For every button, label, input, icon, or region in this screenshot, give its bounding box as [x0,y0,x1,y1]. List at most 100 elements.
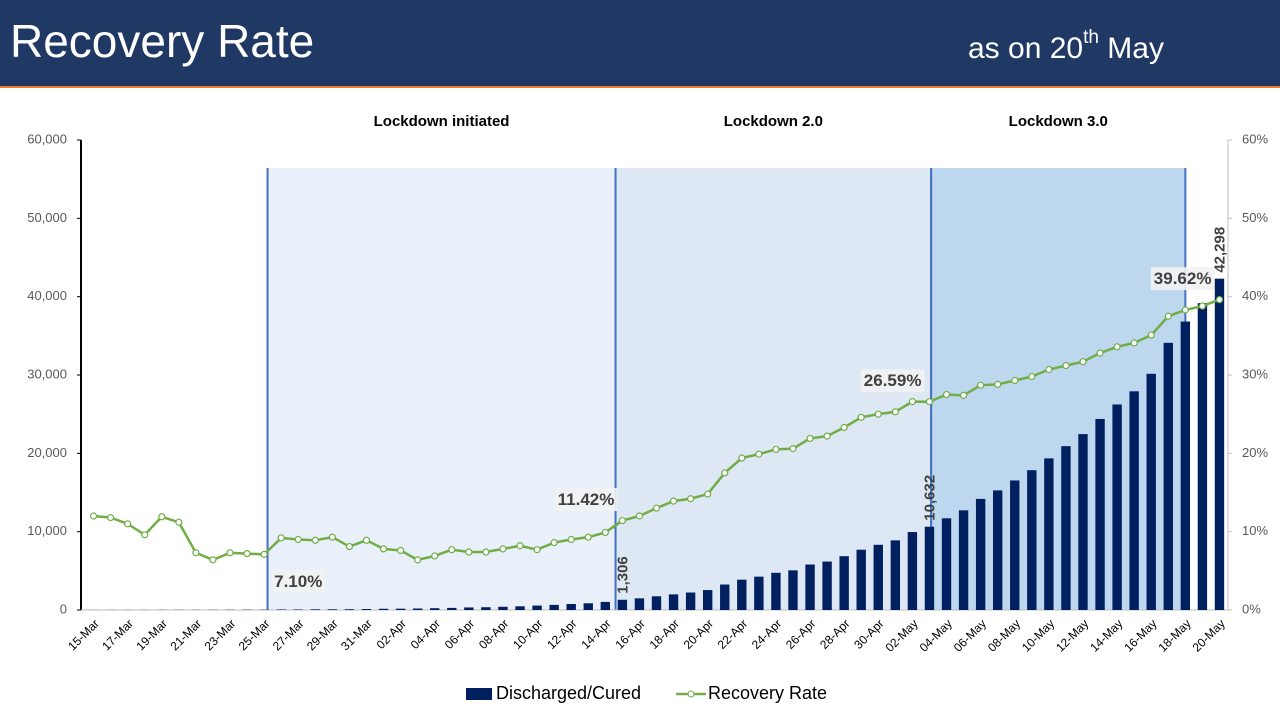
y-tick-label: 20,000 [27,445,67,460]
rate-marker [635,512,644,520]
x-tick-label: 19-Mar [133,616,170,653]
x-tick-label: 18-May [1156,616,1194,654]
y2-tick-label: 20% [1242,445,1268,460]
rate-marker [328,533,336,541]
rate-marker [175,518,183,526]
rate-value-label: 11.42% [558,490,615,509]
legend-swatch [687,690,695,698]
y2-tick-label: 60% [1242,131,1268,146]
rate-marker [994,380,1002,388]
bar [702,590,713,610]
rate-label-bg [1150,267,1215,291]
y2-tick-label: 40% [1242,288,1268,303]
bar [378,608,389,610]
rate-marker [669,497,678,505]
bar [1180,321,1191,610]
x-tick-label: 24-Apr [749,616,784,651]
bar [737,579,747,610]
bar [668,594,679,610]
bar [1146,373,1156,610]
bar [566,603,576,610]
bar [310,609,320,610]
rate-marker [908,398,916,406]
x-tick-label: 18-Apr [647,616,682,651]
rate-marker [294,535,302,544]
rate-marker [721,469,729,477]
bar [515,606,525,610]
x-tick-label: 25-Mar [236,616,273,653]
rate-marker [1130,339,1138,347]
y2-tick-label: 0% [1242,601,1261,616]
x-tick-label: 02-Apr [374,616,409,651]
x-tick-label: 02-May [883,616,921,654]
x-tick-label: 28-Apr [817,616,852,651]
bar [1061,446,1071,610]
y-tick-label: 0 [60,601,67,616]
x-tick-label: 23-Mar [202,616,239,653]
rate-marker [431,552,439,560]
rate-marker [516,542,524,550]
rate-label-bg [554,488,618,512]
rate-marker [277,534,285,542]
x-tick-label: 20-May [1190,616,1228,654]
rate-marker [1079,358,1087,366]
rate-value-label: 7.10% [274,572,322,591]
rate-marker [584,533,592,541]
x-tick-label: 30-Apr [851,616,886,651]
rate-marker [1028,372,1036,381]
rate-marker [942,390,951,399]
bar-value-label: 1,306 [614,556,631,594]
bar [788,570,798,610]
bar [771,572,781,610]
rate-marker [704,490,712,498]
x-tick-label: 06-Apr [442,616,477,651]
x-tick-label: 12-May [1053,616,1091,654]
rate-label-bg [271,569,326,593]
x-tick-label: 20-Apr [681,616,716,651]
rate-marker [652,504,661,512]
x-tick-label: 12-Apr [544,616,579,651]
rate-marker [857,413,865,421]
x-tick-label: 16-Apr [612,616,647,651]
bar [975,498,986,610]
bar [447,607,457,610]
bar [532,605,542,610]
rate-marker [533,546,541,554]
x-tick-label: 15-Mar [65,616,102,653]
lockdown-region [267,168,616,610]
y-tick-label: 50,000 [27,210,67,225]
rate-value-label: 39.62% [1154,269,1212,288]
bar [685,592,696,610]
bar [1027,470,1037,610]
rate-marker [687,495,695,503]
rate-marker [1181,306,1189,314]
rate-marker [89,512,98,520]
bar [890,540,901,610]
bar [1129,391,1139,610]
rate-marker [959,391,968,399]
bar [549,604,559,610]
rate-marker [482,548,490,556]
bar-value-label: 42,298 [1211,227,1228,273]
region-label: Lockdown 3.0 [1009,113,1108,130]
rate-marker [311,536,319,544]
y-tick-label: 30,000 [27,366,67,381]
rate-marker [397,546,405,555]
bar [805,564,815,610]
rate-marker [499,545,507,553]
bar [361,609,372,610]
bar [856,549,866,610]
rate-marker [379,545,388,553]
y2-tick-label: 10% [1242,523,1268,538]
x-tick-label: 04-Apr [408,616,443,651]
rate-marker [891,408,899,416]
bar [344,609,355,610]
x-tick-label: 29-Mar [304,616,341,653]
legend: Discharged/Cured Recovery Rate [466,683,827,703]
x-tick-label: 06-May [951,616,989,654]
subtitle-text: as on 20 [968,32,1083,65]
x-tick-label: 14-Apr [578,616,613,651]
bar [1044,458,1054,610]
x-tick-label: 17-Mar [99,616,136,653]
x-tick-label: 26-Apr [783,616,818,651]
